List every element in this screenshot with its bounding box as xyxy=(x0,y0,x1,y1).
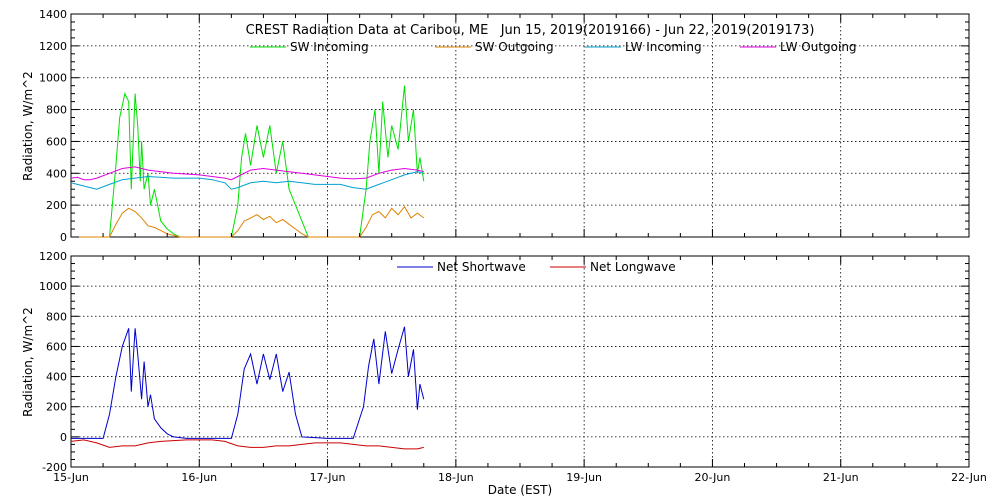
top-y-ticks: 0 200 400 600 800 1000 1200 1400 xyxy=(39,8,970,244)
y-tick-label: 1400 xyxy=(39,8,67,21)
x-tick-label: 21-Jun xyxy=(823,471,859,484)
series-line-lw-incoming xyxy=(70,171,424,190)
y-tick-label: 1200 xyxy=(39,250,67,263)
chart-title: CREST Radiation Data at Caribou, ME Jun … xyxy=(246,23,815,38)
bottom-legend: Net Shortwave Net Longwave xyxy=(397,260,676,274)
legend-label: SW Outgoing xyxy=(475,40,554,54)
y-tick-label: -200 xyxy=(42,461,67,474)
y-tick-label: 1000 xyxy=(39,72,67,85)
y-tick-label: 1000 xyxy=(39,280,67,293)
y-tick-label: 200 xyxy=(46,401,67,414)
x-tick-label: 19-Jun xyxy=(566,471,602,484)
series-line-net-longwave xyxy=(70,439,424,450)
x-tick-label: 20-Jun xyxy=(695,471,731,484)
bottom-panel-frame xyxy=(70,255,970,468)
bottom-y-axis-label: Radiation, W/m^2 xyxy=(21,307,35,417)
bottom-y-ticks: -200 0 200 400 600 800 1000 1200 xyxy=(39,250,970,474)
top-panel-frame xyxy=(70,13,970,238)
y-tick-label: 1200 xyxy=(39,40,67,53)
x-axis-label: Date (EST) xyxy=(488,483,552,497)
top-panel-series xyxy=(70,85,425,238)
series-line-lw-outgoing xyxy=(70,166,424,181)
series-line-sw-incoming xyxy=(71,85,425,238)
top-panel-grid xyxy=(71,14,969,237)
y-tick-label: 400 xyxy=(46,167,67,180)
legend-label: LW Incoming xyxy=(625,40,702,54)
top-y-axis-label: Radiation, W/m^2 xyxy=(21,71,35,181)
x-tick-label: 17-Jun xyxy=(310,471,346,484)
y-tick-label: 600 xyxy=(46,340,67,353)
legend-label: Net Longwave xyxy=(590,260,676,274)
y-tick-label: 800 xyxy=(46,104,67,117)
x-tick-label: 18-Jun xyxy=(438,471,474,484)
legend-label: SW Incoming xyxy=(290,40,369,54)
y-tick-label: 400 xyxy=(46,371,67,384)
y-tick-label: 200 xyxy=(46,199,67,212)
y-tick-label: 0 xyxy=(60,231,67,244)
x-tick-labels: 15-Jun 16-Jun 17-Jun 18-Jun 19-Jun 20-Jun 21-J… xyxy=(53,471,987,484)
legend-label: Net Shortwave xyxy=(437,260,526,274)
y-tick-label: 600 xyxy=(46,135,67,148)
top-legend: SW Incoming SW Outgoing LW Incoming LW Outg… xyxy=(250,40,857,54)
x-tick-label: 15-Jun xyxy=(53,471,89,484)
series-line-net-shortwave xyxy=(71,326,425,439)
x-tick-label: 16-Jun xyxy=(181,471,217,484)
y-tick-label: 800 xyxy=(46,310,67,323)
series-line-sw-outgoing xyxy=(71,205,425,238)
x-tick-label: 22-Jun xyxy=(951,471,987,484)
bottom-panel-series xyxy=(70,326,425,450)
bottom-panel-grid xyxy=(71,256,969,467)
legend-label: LW Outgoing xyxy=(780,40,857,54)
y-tick-label: 0 xyxy=(60,431,67,444)
